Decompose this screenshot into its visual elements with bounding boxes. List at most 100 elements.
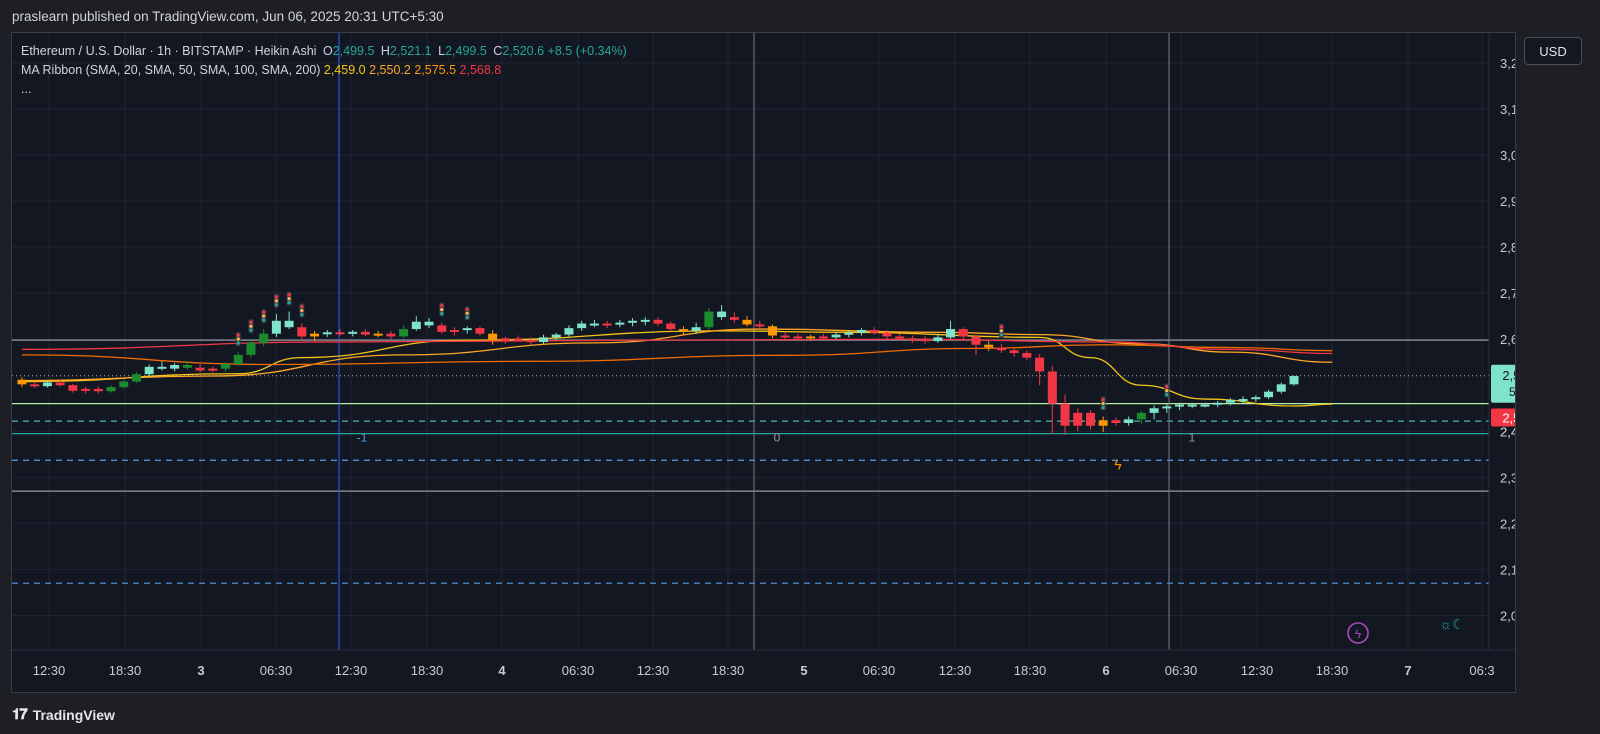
candle-body xyxy=(348,331,358,334)
candle-body xyxy=(602,323,612,326)
candle-body xyxy=(1264,391,1274,398)
time-tick-label: 12:30 xyxy=(637,663,670,678)
candle-body xyxy=(411,321,421,330)
candle-body xyxy=(589,323,599,326)
time-tick-label: 06:30 xyxy=(1165,663,1198,678)
last-price-value: 2,520.6 xyxy=(1502,368,1516,383)
candle-body xyxy=(1124,419,1134,423)
price-tick-label: 2,100.0 xyxy=(1500,562,1516,577)
ma-value-50: 2,550.2 xyxy=(369,63,411,77)
candle-body xyxy=(360,331,370,335)
candle-body xyxy=(615,322,625,325)
time-tick-label: 18:30 xyxy=(109,663,142,678)
ma-ribbon-title[interactable]: MA Ribbon (SMA, 20, SMA, 50, SMA, 100, S… xyxy=(21,63,321,77)
candle-body xyxy=(399,329,409,337)
candle-body xyxy=(1098,420,1108,426)
time-axis xyxy=(12,650,1515,692)
candle-body xyxy=(717,311,727,318)
candle-body xyxy=(1162,406,1172,409)
candle-body xyxy=(271,320,281,334)
candle-body xyxy=(81,388,91,391)
legend-ma-row: MA Ribbon (SMA, 20, SMA, 50, SMA, 100, S… xyxy=(21,61,627,80)
price-tick-label: 2,200.0 xyxy=(1500,516,1516,531)
candle-body xyxy=(93,388,103,392)
signal-alert-icon xyxy=(1164,383,1170,398)
ma-value-200: 2,568.8 xyxy=(459,63,502,77)
candle-body xyxy=(691,327,701,331)
candle-body xyxy=(1213,402,1223,405)
signal-alert-icon xyxy=(464,306,470,321)
time-tick-label: 06:30 xyxy=(562,663,595,678)
time-tick-label: 7 xyxy=(1404,663,1411,678)
candle-body xyxy=(793,336,803,339)
candle-body xyxy=(920,339,930,342)
time-tick-label: 5 xyxy=(800,663,807,678)
candle-body xyxy=(1136,412,1146,420)
ma-value-20: 2,459.0 xyxy=(323,63,366,77)
candle-body xyxy=(195,367,205,371)
candle-body xyxy=(946,329,956,338)
legend-high: 2,521.1 xyxy=(389,44,432,58)
candle-body xyxy=(895,336,905,339)
legend-ohlc-row: Ethereum / U.S. Dollar · 1h · BITSTAMP ·… xyxy=(21,44,627,58)
candle-body xyxy=(55,382,65,386)
candle-body xyxy=(500,338,510,341)
candle-body xyxy=(297,327,307,337)
price-chart[interactable]: -1 0 1 ϟ 3,200.0 3,100.0 3,000.0 2,900.0 2,800… xyxy=(12,33,1516,693)
signal-alert-icon xyxy=(1100,396,1106,411)
candle-body xyxy=(1187,404,1197,407)
svg-text:ϟ: ϟ xyxy=(1355,627,1362,641)
tradingview-logo-text: TradingView xyxy=(32,706,115,723)
candle-body xyxy=(933,337,943,342)
candle-body xyxy=(335,332,345,335)
time-tick-label: 4 xyxy=(498,663,506,678)
candle-body xyxy=(1035,357,1045,372)
tradingview-logo[interactable]: 𝟏𝟕 TradingView xyxy=(12,706,115,723)
candle-body xyxy=(144,366,154,375)
candle-body xyxy=(513,338,523,341)
candle-body xyxy=(182,364,192,368)
signal-alert-icon xyxy=(998,323,1004,338)
candle-body xyxy=(1085,412,1095,426)
legend-symbol[interactable]: Ethereum / U.S. Dollar · 1h · BITSTAMP ·… xyxy=(21,44,317,58)
candle-body xyxy=(869,329,879,333)
candle-body xyxy=(1238,399,1248,402)
time-tick-label: 06:30 xyxy=(260,663,293,678)
prev-price-value: 2,520.5 xyxy=(1502,410,1516,425)
candle-body xyxy=(628,320,638,323)
chart-frame[interactable]: -1 0 1 ϟ 3,200.0 3,100.0 3,000.0 2,900.0 2,800… xyxy=(11,32,1516,693)
chart-background xyxy=(12,33,1515,692)
candle-body xyxy=(653,319,663,324)
candle-body xyxy=(1276,384,1286,392)
signal-alert-icon xyxy=(439,302,445,317)
candle-body xyxy=(1073,412,1083,426)
lightning-event-icon: ϟ xyxy=(1114,457,1122,473)
candle-body xyxy=(1060,403,1070,426)
legend-more-button[interactable]: ... xyxy=(21,82,32,96)
candle-body xyxy=(958,329,968,337)
candle-body xyxy=(1149,408,1159,413)
price-tick-label: 2,800.0 xyxy=(1500,240,1516,255)
signal-alert-icon xyxy=(235,332,241,347)
time-tick-label: 6 xyxy=(1102,663,1109,678)
candle-body xyxy=(780,335,790,338)
price-tick-label: 2,400.0 xyxy=(1500,424,1516,439)
candle-body xyxy=(742,319,752,325)
candle-body xyxy=(131,374,141,382)
price-tick-label: 3,100.0 xyxy=(1500,102,1516,117)
time-tick-label: 18:30 xyxy=(1014,663,1047,678)
candle-body xyxy=(119,381,129,388)
candle-body xyxy=(475,328,485,334)
currency-button[interactable]: USD xyxy=(1524,37,1582,65)
candle-body xyxy=(488,333,498,341)
bar-countdown: 58:39 xyxy=(1509,385,1516,399)
candle-body xyxy=(208,368,218,371)
candle-body xyxy=(640,319,650,322)
candle-body xyxy=(767,326,777,336)
legend-open: 2,499.5 xyxy=(332,44,375,58)
legend-change: +8.5 (+0.34%) xyxy=(547,44,627,58)
time-tick-label: 18:30 xyxy=(1316,663,1349,678)
time-tick-label: 06:30 xyxy=(863,663,896,678)
time-tick-label: 12:30 xyxy=(33,663,66,678)
candle-body xyxy=(971,336,981,345)
